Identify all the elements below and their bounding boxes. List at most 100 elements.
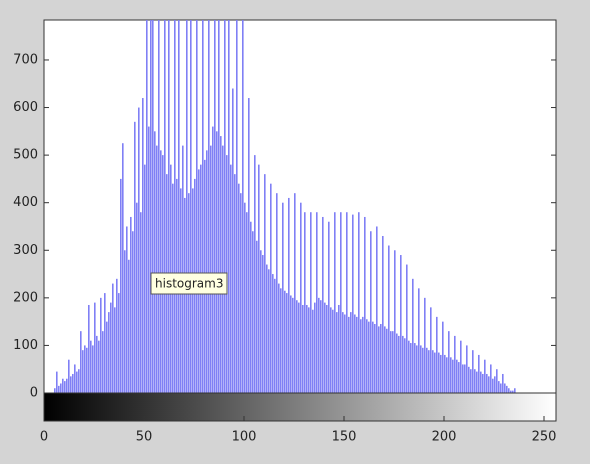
bar (286, 293, 288, 393)
bar (96, 335, 98, 393)
bar (268, 269, 270, 393)
bar (234, 174, 236, 393)
bar (280, 288, 282, 393)
y-tick-label: 200 (13, 290, 38, 305)
bar (344, 314, 346, 393)
bar (308, 307, 310, 393)
bar (148, 126, 150, 393)
bar (54, 388, 56, 393)
bar (506, 385, 508, 393)
bar (462, 364, 464, 393)
bar (400, 255, 402, 393)
bar (318, 297, 320, 393)
bar (356, 316, 358, 393)
bar (294, 193, 296, 393)
bar (440, 354, 442, 393)
bar (60, 383, 62, 393)
bar (238, 183, 240, 393)
bar (334, 212, 336, 393)
bar (448, 331, 450, 393)
bar (100, 297, 102, 393)
bar (246, 212, 248, 393)
bar (138, 107, 140, 393)
bar (342, 312, 344, 393)
colorbar (43, 392, 557, 422)
bar (364, 216, 366, 393)
bar (270, 183, 272, 393)
bar (310, 212, 312, 393)
bar (186, 20, 188, 393)
bar (256, 240, 258, 393)
bar (228, 20, 230, 393)
bar (272, 274, 274, 393)
bar (388, 245, 390, 393)
bar (510, 390, 512, 393)
bar (128, 259, 130, 393)
bar (452, 359, 454, 393)
bar (336, 312, 338, 393)
bar (274, 278, 276, 393)
bar (78, 369, 80, 393)
bar (212, 126, 214, 393)
bar (146, 20, 148, 393)
bar (338, 304, 340, 393)
bar (112, 283, 114, 393)
bar (496, 369, 498, 393)
bar (174, 20, 176, 393)
bar (156, 145, 158, 393)
bar (284, 290, 286, 393)
bar (492, 378, 494, 393)
bar (464, 364, 466, 393)
bar (438, 352, 440, 393)
bar (504, 383, 506, 393)
bar (124, 250, 126, 393)
bar (218, 20, 220, 393)
bar (442, 321, 444, 393)
bar (110, 302, 112, 393)
bar (196, 20, 198, 393)
bar (432, 350, 434, 393)
bar (378, 326, 380, 393)
bar (362, 316, 364, 393)
bar (488, 376, 490, 393)
bar (394, 250, 396, 393)
bar (220, 136, 222, 393)
bar (254, 155, 256, 393)
bar (500, 383, 502, 393)
bar (216, 131, 218, 393)
bar (328, 221, 330, 393)
bar (446, 357, 448, 393)
bar (406, 264, 408, 393)
bar (260, 250, 262, 393)
bar (76, 371, 78, 393)
bar (380, 324, 382, 393)
bar (320, 300, 322, 393)
bar (152, 20, 154, 393)
bar (392, 331, 394, 393)
bar (252, 231, 254, 393)
bar (466, 345, 468, 393)
bar (472, 350, 474, 393)
bar (144, 164, 146, 393)
tooltip: histogram3 (150, 272, 228, 295)
bar (490, 364, 492, 393)
bar (232, 88, 234, 393)
bar (82, 350, 84, 393)
bar (422, 347, 424, 393)
bar (120, 178, 122, 393)
bar (368, 321, 370, 393)
bar (476, 371, 478, 393)
y-tick-label: 600 (13, 100, 38, 115)
bar (62, 378, 64, 393)
x-tick-label: 150 (332, 430, 357, 445)
bar (136, 202, 138, 393)
bar (324, 302, 326, 393)
bar (292, 297, 294, 393)
bar (104, 293, 106, 393)
bar (502, 373, 504, 393)
bar (116, 278, 118, 393)
bar (436, 316, 438, 393)
bar (158, 20, 160, 393)
bar (370, 231, 372, 393)
bar (296, 300, 298, 393)
